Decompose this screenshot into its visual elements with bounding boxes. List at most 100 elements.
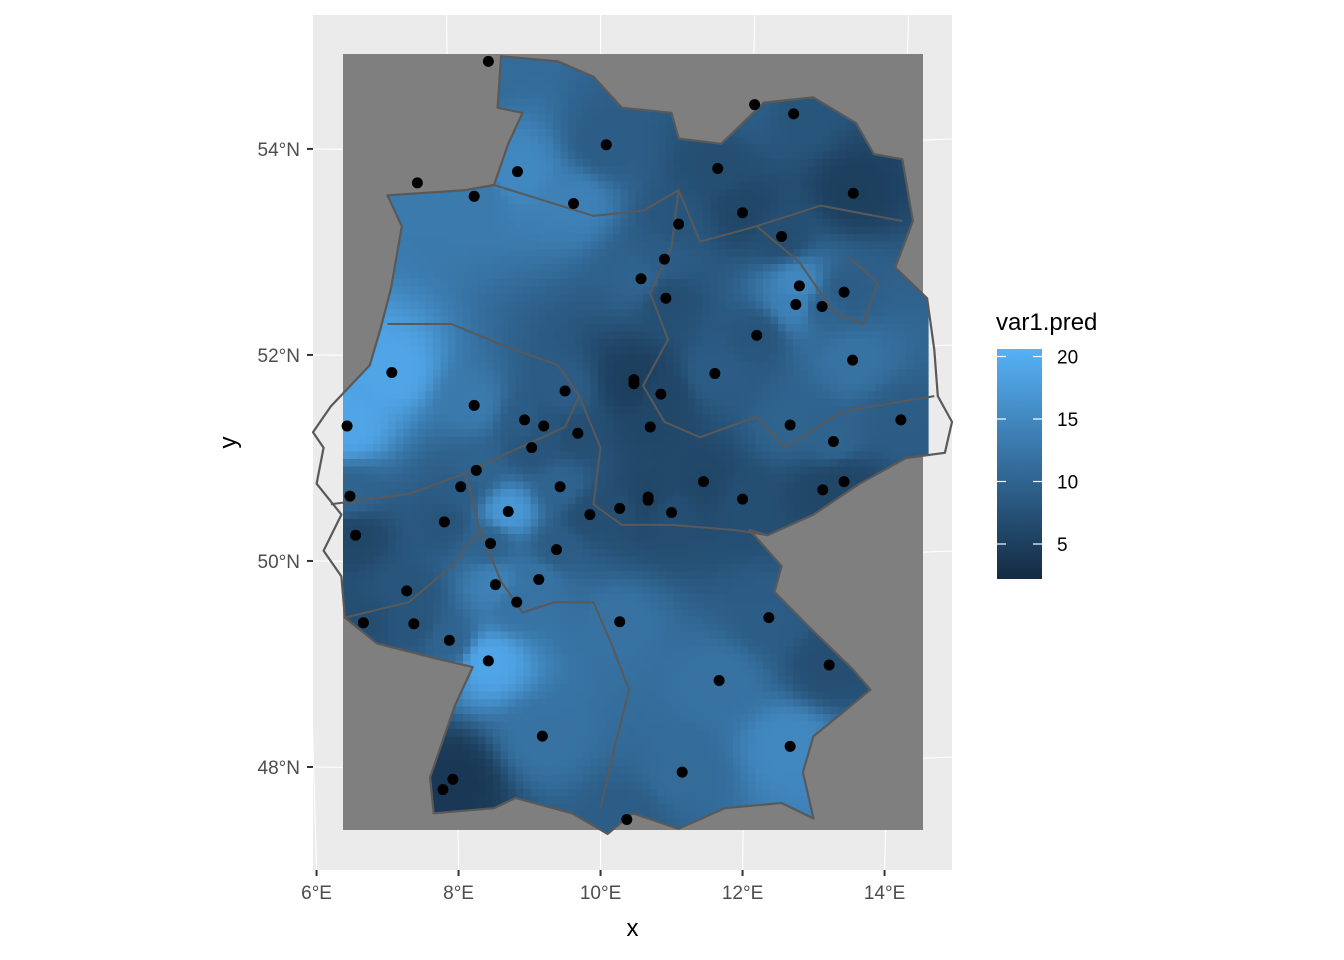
raster-cell xyxy=(508,286,517,295)
raster-cell xyxy=(673,234,682,243)
raster-cell xyxy=(388,399,397,408)
raster-cell xyxy=(875,421,884,430)
raster-cell xyxy=(380,316,389,325)
raster-cell xyxy=(560,301,569,310)
raster-cell xyxy=(523,114,532,123)
raster-cell xyxy=(380,511,389,520)
raster-cell xyxy=(875,211,884,220)
raster-cell xyxy=(800,166,809,175)
raster-cell xyxy=(560,151,569,160)
raster-cell xyxy=(395,391,404,400)
raster-cell xyxy=(665,346,674,355)
raster-cell xyxy=(620,226,629,235)
raster-cell xyxy=(890,414,899,423)
raster-cell xyxy=(785,114,794,123)
raster-cell xyxy=(530,429,539,438)
raster-cell xyxy=(763,436,772,445)
raster-cell xyxy=(628,489,637,498)
raster-cell xyxy=(568,121,577,130)
raster-cell xyxy=(725,294,734,303)
raster-cell xyxy=(800,376,809,385)
raster-cell xyxy=(883,436,892,445)
raster-cell xyxy=(845,339,854,348)
raster-cell xyxy=(598,489,607,498)
raster-cell xyxy=(485,189,494,198)
raster-cell xyxy=(680,249,689,258)
raster-cell xyxy=(455,429,464,438)
raster-cell xyxy=(800,271,809,280)
raster-cell xyxy=(755,294,764,303)
raster-cell xyxy=(403,511,412,520)
raster-cell xyxy=(560,496,569,505)
raster-cell xyxy=(755,511,764,520)
raster-cell xyxy=(883,286,892,295)
raster-cell xyxy=(380,369,389,378)
raster-cell xyxy=(628,511,637,520)
raster-cell xyxy=(590,286,599,295)
raster-cell xyxy=(725,279,734,288)
raster-cell xyxy=(830,481,839,490)
raster-cell xyxy=(650,286,659,295)
raster-cell xyxy=(688,339,697,348)
raster-cell xyxy=(830,489,839,498)
raster-cell xyxy=(785,241,794,250)
raster-cell xyxy=(590,226,599,235)
raster-cell xyxy=(575,406,584,415)
raster-cell xyxy=(838,331,847,340)
raster-cell xyxy=(523,346,532,355)
raster-cell xyxy=(740,226,749,235)
raster-cell xyxy=(785,144,794,153)
raster-cell xyxy=(688,369,697,378)
raster-cell xyxy=(808,166,817,175)
raster-cell xyxy=(778,309,787,318)
raster-cell xyxy=(418,339,427,348)
raster-cell xyxy=(403,324,412,333)
raster-cell xyxy=(650,519,659,528)
raster-cell xyxy=(365,369,374,378)
raster-cell xyxy=(778,166,787,175)
raster-cell xyxy=(763,136,772,145)
raster-cell xyxy=(418,459,427,468)
raster-cell xyxy=(583,339,592,348)
raster-cell xyxy=(403,496,412,505)
raster-cell xyxy=(590,114,599,123)
raster-cell xyxy=(388,481,397,490)
raster-cell xyxy=(605,219,614,228)
raster-cell xyxy=(545,339,554,348)
raster-cell xyxy=(605,301,614,310)
raster-cell xyxy=(560,429,569,438)
raster-cell xyxy=(425,451,434,460)
raster-cell xyxy=(620,481,629,490)
raster-cell xyxy=(388,406,397,415)
raster-cell xyxy=(523,174,532,183)
raster-cell xyxy=(568,211,577,220)
raster-cell xyxy=(620,339,629,348)
raster-cell xyxy=(883,174,892,183)
raster-cell xyxy=(410,286,419,295)
raster-cell xyxy=(530,129,539,138)
raster-cell xyxy=(838,129,847,138)
raster-cell xyxy=(575,361,584,370)
raster-cell xyxy=(748,181,757,190)
raster-cell xyxy=(635,294,644,303)
raster-cell xyxy=(830,376,839,385)
raster-cell xyxy=(508,316,517,325)
raster-cell xyxy=(365,406,374,415)
raster-cell xyxy=(448,249,457,258)
raster-cell xyxy=(373,526,382,535)
raster-cell xyxy=(785,136,794,145)
raster-cell xyxy=(680,511,689,520)
raster-cell xyxy=(395,361,404,370)
raster-cell xyxy=(628,174,637,183)
raster-cell xyxy=(530,271,539,280)
raster-cell xyxy=(410,204,419,213)
raster-cell xyxy=(875,286,884,295)
raster-cell xyxy=(815,324,824,333)
raster-cell xyxy=(485,399,494,408)
raster-cell xyxy=(523,421,532,430)
raster-cell xyxy=(590,166,599,175)
raster-cell xyxy=(545,121,554,130)
raster-cell xyxy=(770,121,779,130)
raster-cell xyxy=(665,406,674,415)
raster-cell xyxy=(823,376,832,385)
